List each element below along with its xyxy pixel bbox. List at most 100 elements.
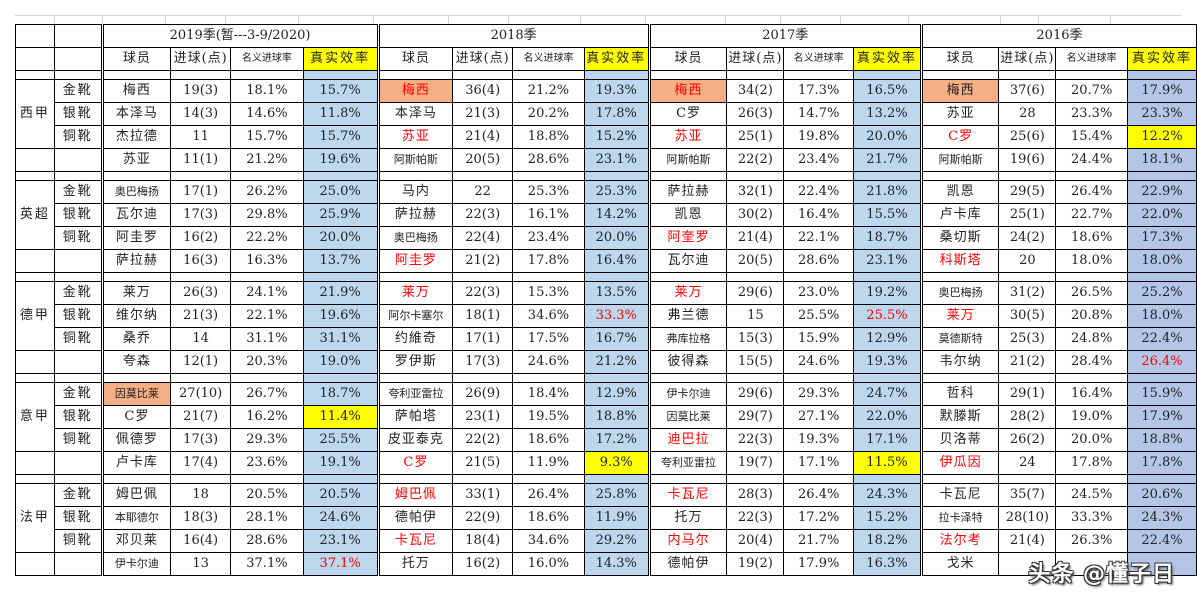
nominal-rate-cell[interactable]: 28.6% (230, 529, 304, 553)
goals-cell[interactable]: 16(3) (170, 249, 232, 273)
real-efficiency-cell[interactable]: 25.9% (302, 203, 379, 227)
player-name-cell[interactable]: 奥巴梅扬 (376, 226, 454, 250)
boot-rank-cell[interactable]: 金靴 (53, 483, 103, 507)
empty-cell[interactable] (998, 373, 1057, 383)
real-efficiency-cell[interactable]: 16.7% (583, 327, 650, 351)
boot-rank-cell[interactable]: 金靴 (53, 281, 103, 305)
player-name-cell[interactable]: 贝洛蒂 (919, 428, 1000, 452)
nominal-rate-cell[interactable]: 19.0% (1055, 405, 1128, 429)
real-efficiency-cell[interactable]: 19.6% (302, 148, 379, 172)
player-name-cell[interactable]: 萨帕塔 (376, 405, 454, 429)
nominal-rate-cell[interactable]: 21.2% (512, 79, 585, 103)
nominal-rate-cell[interactable]: 33.3% (1055, 506, 1128, 530)
real-efficiency-cell[interactable]: 22.0% (1126, 203, 1197, 227)
real-efficiency-cell[interactable]: 19.1% (302, 451, 379, 475)
real-efficiency-cell[interactable]: 20.0% (853, 125, 922, 149)
player-name-cell[interactable]: 莱万 (647, 281, 728, 305)
player-name-cell[interactable]: 托万 (376, 552, 454, 576)
empty-cell[interactable] (15, 350, 55, 374)
real-efficiency-cell[interactable]: 18.2% (853, 529, 922, 553)
real-efficiency-cell[interactable]: 11.8% (302, 102, 379, 126)
empty-cell[interactable] (512, 171, 585, 181)
empty-cell[interactable] (376, 474, 454, 484)
nominal-rate-cell[interactable]: 27.1% (783, 405, 855, 429)
empty-cell[interactable] (998, 171, 1057, 181)
nominal-rate-cell[interactable]: 24.5% (1055, 483, 1128, 507)
nominal-rate-cell[interactable]: 16.3% (230, 249, 304, 273)
nominal-rate-cell[interactable]: 11.9% (512, 451, 585, 475)
empty-cell[interactable] (512, 272, 585, 282)
corner-cell[interactable] (53, 47, 103, 71)
real-efficiency-cell[interactable]: 37.1% (302, 552, 379, 576)
empty-cell[interactable] (853, 171, 922, 181)
real-efficiency-cell[interactable]: 15.9% (1126, 382, 1197, 406)
empty-cell[interactable] (53, 171, 103, 181)
real-efficiency-cell[interactable]: 29.2% (583, 529, 650, 553)
real-efficiency-cell[interactable]: 12.2% (1126, 125, 1197, 149)
goals-cell[interactable]: 24 (998, 451, 1057, 475)
goals-cell[interactable]: 21(5) (452, 451, 514, 475)
empty-cell[interactable] (100, 272, 172, 282)
goals-cell[interactable]: 28(3) (726, 483, 785, 507)
real-efficiency-cell[interactable]: 20.0% (302, 226, 379, 250)
player-name-cell[interactable]: 彼得森 (647, 350, 728, 374)
empty-cell[interactable] (583, 272, 650, 282)
real-efficiency-cell[interactable]: 25.0% (302, 180, 379, 204)
player-name-cell[interactable]: 卡瓦尼 (919, 483, 1000, 507)
empty-cell[interactable] (853, 373, 922, 383)
empty-cell[interactable] (1055, 474, 1128, 484)
col-header-nominal-rate[interactable]: 名义进球率 (783, 47, 855, 71)
player-name-cell[interactable]: 桑乔 (100, 327, 172, 351)
player-name-cell[interactable]: 姆巴佩 (100, 483, 172, 507)
col-header-player[interactable]: 球员 (100, 47, 172, 71)
goals-cell[interactable]: 29(5) (998, 180, 1057, 204)
empty-cell[interactable] (302, 272, 379, 282)
empty-cell[interactable] (783, 272, 855, 282)
player-name-cell[interactable]: 佩德罗 (100, 428, 172, 452)
season-title-3[interactable]: 2016季 (919, 24, 1197, 48)
player-name-cell[interactable]: 莫德斯特 (919, 327, 1000, 351)
player-name-cell[interactable]: 莱万 (919, 304, 1000, 328)
league-name-cell[interactable]: 英超 (15, 180, 55, 250)
boot-rank-cell[interactable]: 银靴 (53, 506, 103, 530)
col-header-nominal-rate[interactable]: 名义进球率 (230, 47, 304, 71)
nominal-rate-cell[interactable]: 24.4% (1055, 148, 1128, 172)
empty-cell[interactable] (452, 70, 514, 80)
real-efficiency-cell[interactable]: 17.8% (583, 102, 650, 126)
nominal-rate-cell[interactable]: 16.4% (1055, 382, 1128, 406)
nominal-rate-cell[interactable]: 23.4% (512, 226, 585, 250)
nominal-rate-cell[interactable]: 18.6% (512, 428, 585, 452)
goals-cell[interactable]: 13 (170, 552, 232, 576)
nominal-rate-cell[interactable]: 18.8% (512, 125, 585, 149)
nominal-rate-cell[interactable]: 34.6% (512, 529, 585, 553)
goals-cell[interactable]: 21(4) (998, 529, 1057, 553)
player-name-cell[interactable]: 夸森 (100, 350, 172, 374)
corner-cell[interactable] (15, 47, 55, 71)
real-efficiency-cell[interactable]: 21.7% (853, 148, 922, 172)
player-name-cell[interactable]: C罗 (376, 451, 454, 475)
real-efficiency-cell[interactable]: 16.4% (583, 249, 650, 273)
real-efficiency-cell[interactable]: 26.4% (1126, 350, 1197, 374)
goals-cell[interactable]: 26(2) (998, 428, 1057, 452)
real-efficiency-cell[interactable]: 15.2% (853, 506, 922, 530)
player-name-cell[interactable]: 邓贝莱 (100, 529, 172, 553)
corner-cell[interactable] (15, 24, 55, 48)
empty-cell[interactable] (452, 171, 514, 181)
goals-cell[interactable]: 28(2) (998, 405, 1057, 429)
empty-cell[interactable] (15, 474, 55, 484)
empty-cell[interactable] (583, 474, 650, 484)
goals-cell[interactable]: 19(7) (726, 451, 785, 475)
player-name-cell[interactable]: 萨拉赫 (376, 203, 454, 227)
boot-rank-cell[interactable] (53, 451, 103, 475)
real-efficiency-cell[interactable]: 24.3% (1126, 506, 1197, 530)
nominal-rate-cell[interactable]: 16.0% (512, 552, 585, 576)
empty-cell[interactable] (998, 474, 1057, 484)
boot-rank-cell[interactable] (53, 148, 103, 172)
player-name-cell[interactable]: 卢卡库 (100, 451, 172, 475)
nominal-rate-cell[interactable]: 17.2% (783, 506, 855, 530)
real-efficiency-cell[interactable]: 21.8% (853, 180, 922, 204)
player-name-cell[interactable]: 弗库拉格 (647, 327, 728, 351)
real-efficiency-cell[interactable]: 21.9% (302, 281, 379, 305)
goals-cell[interactable]: 26(3) (726, 102, 785, 126)
player-name-cell[interactable]: 伊瓜因 (919, 451, 1000, 475)
